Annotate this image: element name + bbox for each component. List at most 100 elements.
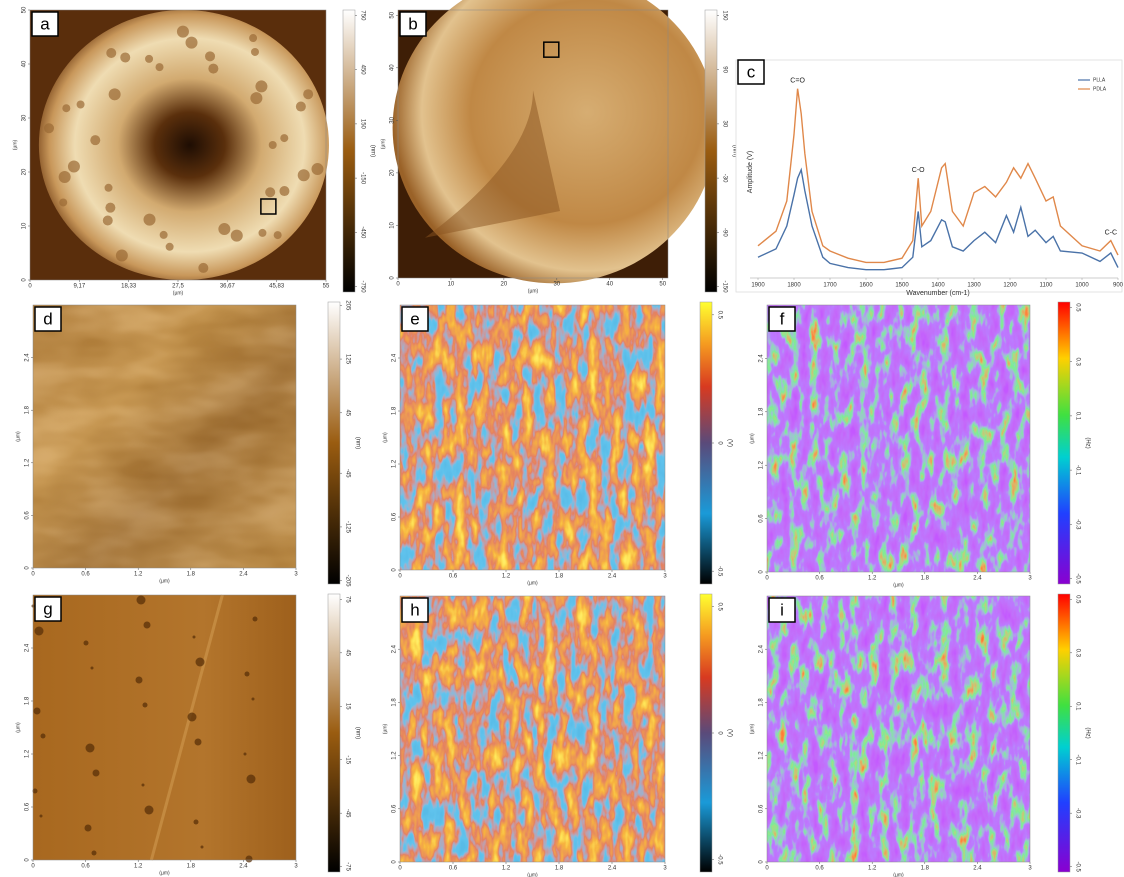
colorbar-tick-label: -0.3: [1074, 519, 1080, 530]
colorbar-tick-label: -150: [359, 172, 365, 185]
y-tick-label: 20: [390, 169, 396, 176]
y-tick-label: 20: [22, 168, 28, 175]
x-tick-label: 0: [396, 282, 400, 288]
colorbar-unit: (nm): [354, 727, 360, 739]
scan-image: [400, 596, 665, 862]
y-tick-label: 1.2: [392, 751, 398, 760]
colorbar-tick-label: -0.3: [1074, 808, 1080, 819]
colorbar-tick-label: 0: [716, 441, 722, 445]
x-tick-label: 0: [398, 866, 402, 872]
colorbar-tick-label: -0.1: [1074, 755, 1080, 766]
y-tick-label: 1.8: [759, 407, 765, 416]
scan-pit: [84, 641, 89, 646]
x-tick-label: 1.2: [502, 574, 511, 580]
x-tick-label: 0.6: [449, 574, 458, 580]
colorbar-tick-label: 90: [721, 66, 727, 73]
colorbar: [1058, 302, 1070, 584]
scan-pit: [246, 856, 253, 863]
panel-letter: g: [43, 599, 52, 618]
colorbar-tick-label: 45: [344, 649, 350, 656]
y-tick-label: 1.2: [25, 749, 31, 758]
y-tick-label: 0: [392, 860, 398, 864]
y-axis-label: (µm): [749, 433, 755, 444]
y-tick-label: 1.8: [25, 696, 31, 705]
scan-pit: [193, 636, 196, 639]
x-tick-label: 1.8: [921, 866, 930, 872]
colorbar: [343, 10, 355, 292]
scan-pit: [195, 739, 202, 746]
colorbar-tick-label: 75: [344, 596, 350, 603]
colorbar-tick-label: -90: [721, 228, 727, 237]
x-tick-label: 1.2: [502, 866, 511, 872]
x-tick-label: 2.4: [608, 574, 617, 580]
x-tick-label: 0: [765, 866, 769, 872]
x-axis-label: (µm): [159, 870, 170, 876]
x-tick-label: 1.8: [555, 574, 564, 580]
scan-pit: [205, 51, 215, 61]
x-tick-label: 1000: [1075, 283, 1089, 289]
y-tick-label: 50: [22, 6, 28, 13]
scan-pit: [144, 214, 156, 226]
x-tick-label: 27,5: [172, 284, 184, 290]
x-tick-label: 55: [323, 284, 330, 290]
scan-pit: [244, 753, 247, 756]
colorbar-tick-label: 0.1: [1074, 702, 1080, 711]
x-tick-label: 36,67: [220, 284, 236, 290]
scan-pit: [196, 658, 205, 667]
x-axis-label: Wavenumber (cm-1): [906, 290, 970, 297]
colorbar: [1058, 594, 1070, 872]
scan-pit: [44, 123, 54, 133]
y-tick-label: 2.4: [759, 354, 765, 363]
scan-pit: [116, 250, 128, 262]
panel-letter: a: [40, 14, 50, 33]
scan-image: [767, 305, 1030, 572]
colorbar-tick-label: -45: [344, 469, 350, 478]
y-tick-label: 40: [390, 64, 396, 71]
colorbar-tick-label: 0.5: [716, 311, 722, 320]
x-tick-label: 9,17: [74, 284, 86, 290]
legend-label: PLLA: [1093, 77, 1106, 83]
x-tick-label: 3: [663, 574, 667, 580]
scan-pit: [265, 187, 275, 197]
scan-pit: [312, 163, 324, 175]
scan-pit: [279, 186, 289, 196]
scan-image: [30, 10, 329, 280]
scan-tone: [33, 305, 296, 568]
colorbar-unit: (nm): [369, 145, 375, 157]
scan-image: [400, 305, 665, 570]
scan-pit: [201, 846, 204, 849]
y-tick-label: 10: [390, 221, 396, 228]
x-axis-label: (µm): [527, 580, 538, 586]
scan-pit: [136, 677, 143, 684]
colorbar: [705, 10, 717, 292]
colorbar-tick-label: 150: [359, 119, 365, 130]
x-axis-label: (µm): [893, 872, 904, 877]
peak-label: C-O: [912, 167, 925, 174]
scan-pit: [145, 806, 154, 815]
scan-bg: [767, 305, 1030, 572]
x-axis-label: (µm): [173, 290, 184, 296]
scan-pit: [62, 104, 70, 112]
scan-pit: [85, 825, 92, 832]
x-tick-label: 1900: [751, 283, 765, 289]
scan-pit: [160, 231, 168, 239]
scan-pit: [105, 203, 115, 213]
x-tick-label: 50: [659, 282, 666, 288]
x-axis-label: (µm): [528, 288, 539, 294]
scan-pit: [252, 698, 255, 701]
y-tick-label: 1.2: [25, 458, 31, 467]
colorbar-tick-label: -750: [359, 281, 365, 294]
scan-pit: [250, 92, 262, 104]
scan-disc: [39, 10, 329, 280]
scan-pit: [40, 815, 43, 818]
y-tick-label: 2.4: [759, 644, 765, 653]
x-tick-label: 2.4: [608, 866, 617, 872]
y-tick-label: 30: [390, 116, 396, 123]
x-tick-label: 1.2: [134, 864, 143, 870]
y-axis-label: (µm): [382, 723, 388, 734]
y-tick-label: 2.4: [25, 643, 31, 652]
y-tick-label: 0: [392, 568, 398, 572]
y-tick-label: 1.8: [392, 406, 398, 415]
x-tick-label: 40: [606, 282, 613, 288]
y-axis-label: (µm): [12, 139, 18, 150]
